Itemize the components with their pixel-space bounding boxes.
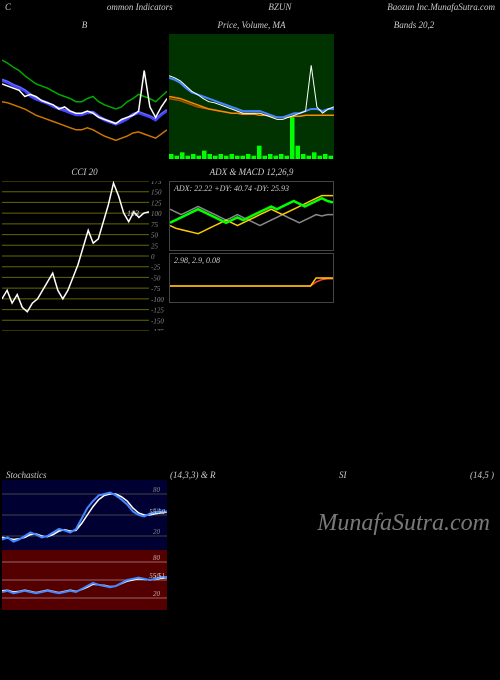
svg-text:-150: -150 bbox=[151, 317, 164, 325]
adx-title: ADX & MACD 12,26,9 bbox=[169, 167, 334, 181]
svg-text:20: 20 bbox=[153, 528, 161, 536]
svg-text:80: 80 bbox=[153, 486, 161, 494]
stoch-title-mid: (14,3,3) & R bbox=[170, 470, 216, 480]
svg-text:-100: -100 bbox=[151, 296, 164, 304]
svg-text:-125: -125 bbox=[151, 307, 164, 315]
rsi-chart: 805020 55,51 bbox=[2, 550, 167, 610]
svg-text:20: 20 bbox=[153, 590, 161, 598]
hdr-left: C bbox=[5, 2, 11, 12]
bands-title-right: Bands 20,2 bbox=[334, 20, 494, 34]
ema-chart bbox=[169, 34, 334, 159]
stoch-title-center: SI bbox=[339, 470, 347, 480]
stoch-value: 55,50 bbox=[149, 508, 165, 516]
svg-text:100: 100 bbox=[151, 210, 162, 218]
adx-text: ADX: 22.22 +DY: 40.74 -DY: 25.93 bbox=[174, 184, 289, 193]
stoch-chart: 805020 55,50 bbox=[2, 480, 167, 550]
bbands-chart bbox=[2, 34, 167, 159]
stoch-title-left: Stochastics bbox=[6, 470, 47, 480]
ema-title: Price, Volume, MA bbox=[169, 20, 334, 34]
svg-text:150: 150 bbox=[151, 189, 162, 197]
svg-text:0: 0 bbox=[151, 253, 155, 261]
macd-chart: 2.98, 2.9, 0.08 bbox=[169, 253, 334, 303]
bbands-title: B bbox=[2, 20, 167, 34]
svg-text:-75: -75 bbox=[151, 285, 161, 293]
stoch-title-right: (14,5 ) bbox=[470, 470, 494, 480]
svg-text:25: 25 bbox=[151, 242, 159, 250]
svg-text:75: 75 bbox=[151, 221, 159, 229]
adx-chart: ADX: 22.22 +DY: 40.74 -DY: 25.93 bbox=[169, 181, 334, 251]
cci-title: CCI 20 bbox=[2, 167, 167, 181]
hdr-right: Baozun Inc.MunafaSutra.com bbox=[387, 2, 495, 12]
macd-text: 2.98, 2.9, 0.08 bbox=[174, 256, 220, 265]
svg-text:-25: -25 bbox=[151, 264, 161, 272]
svg-text:-50: -50 bbox=[151, 274, 161, 282]
svg-text:50: 50 bbox=[151, 232, 159, 240]
svg-text:-175: -175 bbox=[151, 328, 164, 331]
svg-text:125: 125 bbox=[151, 199, 162, 207]
rsi-value: 55,51 bbox=[149, 572, 165, 580]
svg-text:80: 80 bbox=[153, 554, 161, 562]
cci-chart: 175 150 125 100 75 50 25 0 -25 -50 -75 -100 -125 -150… bbox=[2, 181, 167, 331]
hdr-center: BZUN bbox=[268, 2, 291, 12]
svg-text:175: 175 bbox=[151, 181, 162, 186]
hdr-center-left: ommon Indicators bbox=[107, 2, 173, 12]
cci-value: 103 bbox=[127, 209, 139, 218]
